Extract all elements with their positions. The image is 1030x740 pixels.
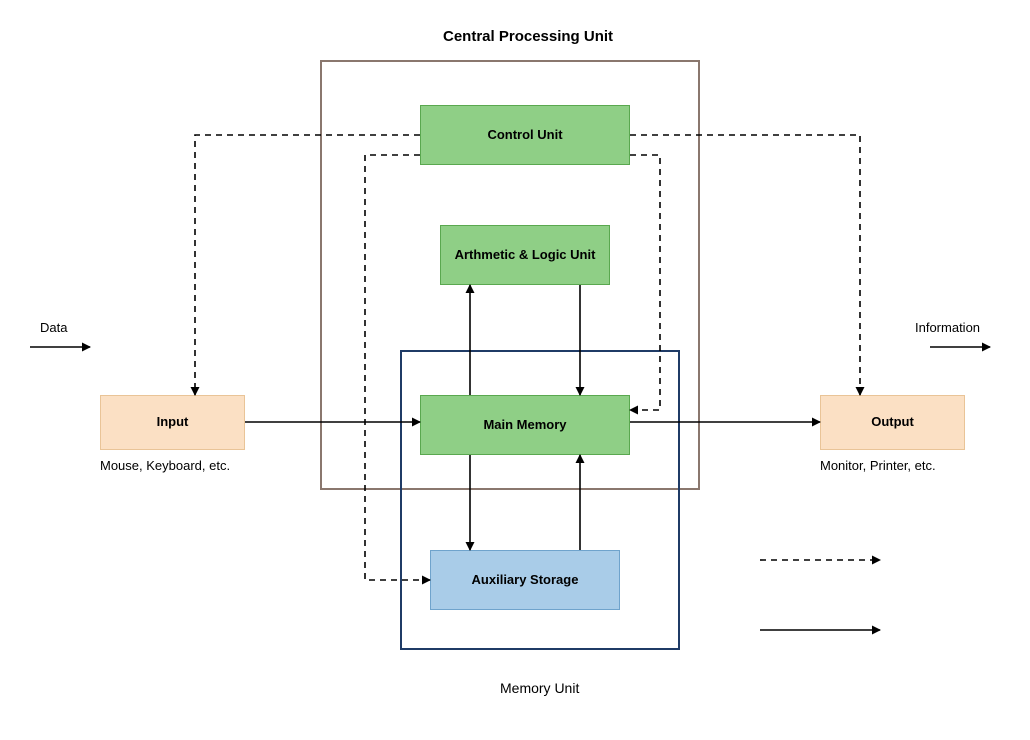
alu-box: Arthmetic & Logic Unit bbox=[440, 225, 610, 285]
main-memory-box: Main Memory bbox=[420, 395, 630, 455]
information-label: Information bbox=[915, 320, 980, 335]
output-box: Output bbox=[820, 395, 965, 450]
control-unit-box: Control Unit bbox=[420, 105, 630, 165]
data-label: Data bbox=[40, 320, 67, 335]
auxiliary-storage-box: Auxiliary Storage bbox=[430, 550, 620, 610]
output-caption: Monitor, Printer, etc. bbox=[820, 458, 980, 473]
input-caption: Mouse, Keyboard, etc. bbox=[100, 458, 250, 473]
input-box: Input bbox=[100, 395, 245, 450]
memory-title-label: Memory Unit bbox=[500, 680, 579, 696]
diagram-stage: Control Unit Arthmetic & Logic Unit Main… bbox=[0, 0, 1030, 740]
cpu-title-label: Central Processing Unit bbox=[443, 28, 613, 45]
